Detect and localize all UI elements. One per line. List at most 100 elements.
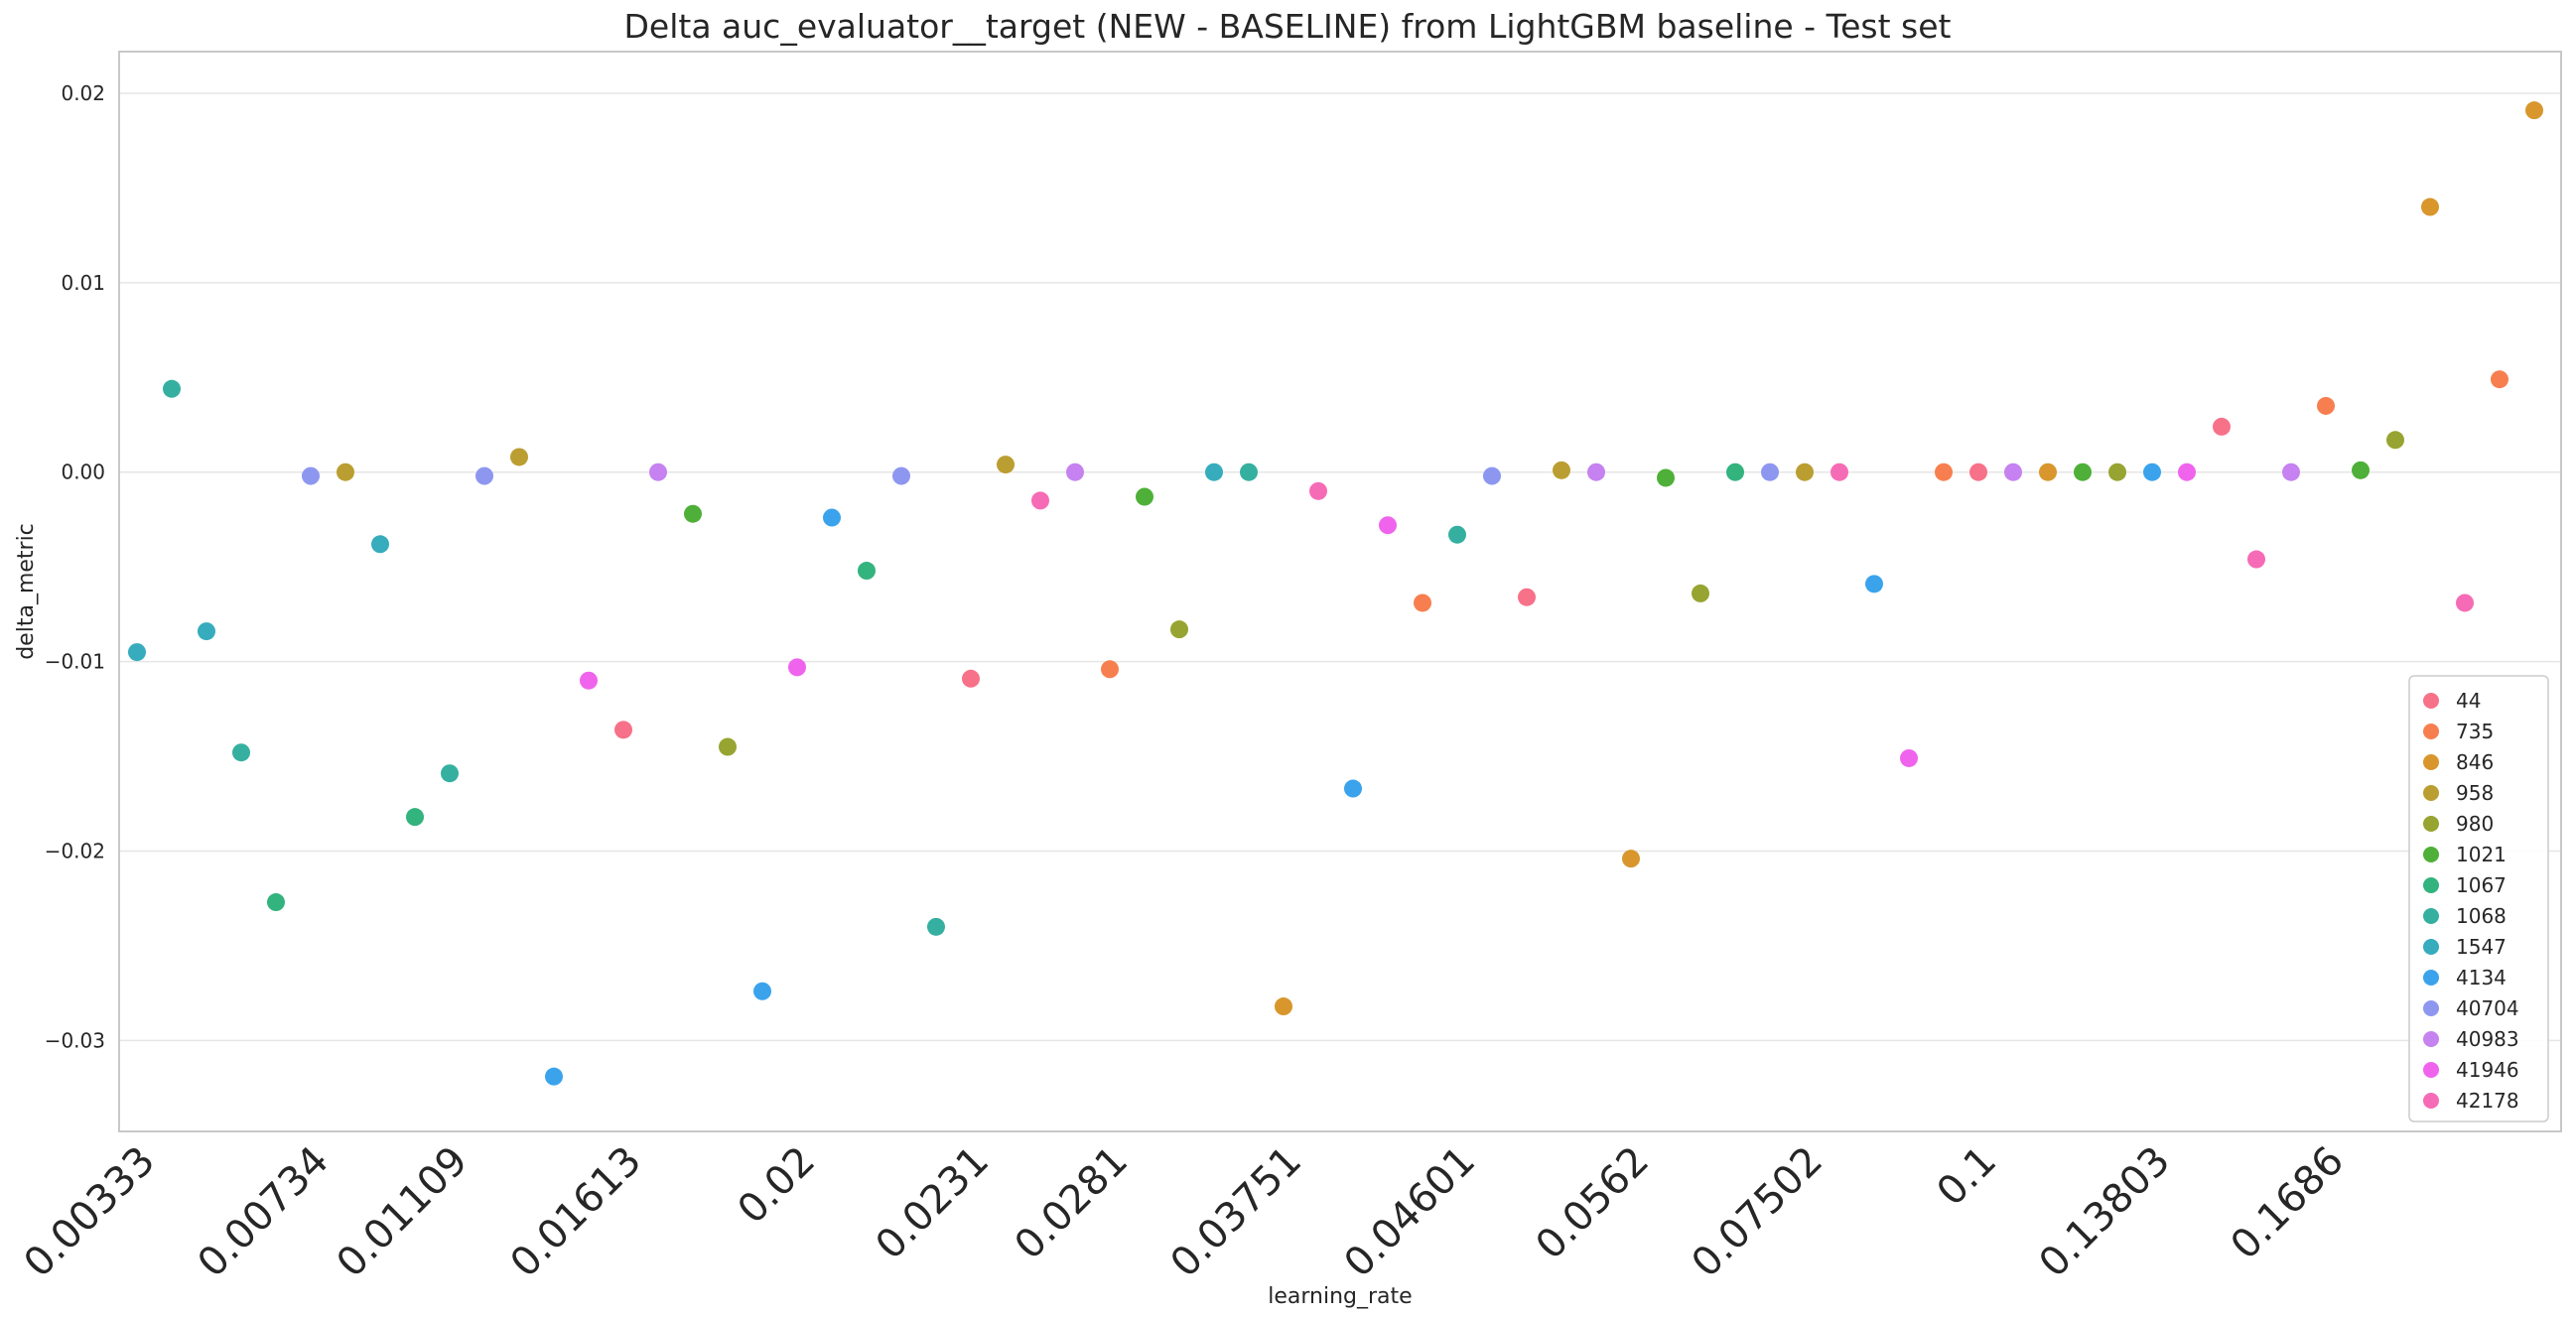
data-point — [128, 643, 146, 662]
data-point — [2421, 198, 2439, 216]
data-point — [2074, 462, 2092, 481]
data-point — [2491, 370, 2508, 389]
data-point — [614, 721, 632, 739]
legend-label: 958 — [2456, 781, 2494, 805]
legend-box — [2408, 675, 2549, 1122]
legend-marker — [2423, 939, 2439, 955]
plot-frame — [118, 51, 2562, 1132]
data-point — [2213, 417, 2231, 436]
y-tick-label: 0.01 — [61, 271, 105, 295]
data-point — [2282, 462, 2300, 481]
legend-marker — [2423, 816, 2439, 832]
data-points — [128, 101, 2543, 1086]
data-point — [1935, 462, 1953, 481]
data-point — [2108, 462, 2126, 481]
data-point — [2247, 550, 2265, 569]
y-tick-label: −0.01 — [45, 650, 105, 674]
data-point — [2178, 462, 2196, 481]
data-point — [1622, 850, 1640, 868]
legend-label: 40704 — [2456, 996, 2519, 1020]
data-point — [1379, 516, 1397, 535]
data-point — [2317, 396, 2335, 415]
data-point — [475, 466, 493, 485]
data-point — [1969, 462, 1987, 481]
data-point — [2039, 462, 2057, 481]
legend-marker — [2423, 1000, 2439, 1016]
data-point — [1692, 584, 1709, 602]
data-point — [441, 764, 459, 783]
gridlines — [119, 92, 2561, 1042]
data-point — [1448, 525, 1466, 544]
legend-label: 42178 — [2456, 1089, 2519, 1113]
data-point — [545, 1067, 563, 1086]
data-point — [788, 658, 806, 677]
legend-marker — [2423, 693, 2439, 709]
data-point — [2456, 594, 2474, 612]
data-point — [232, 743, 250, 762]
data-point — [1726, 462, 1744, 481]
y-ticks: 0.02 0.01 0.00 −0.01 −0.02 −0.03 — [45, 81, 105, 1052]
legend-marker — [2423, 724, 2439, 739]
legend-marker — [2423, 1031, 2439, 1047]
x-axis-label: learning_rate — [1268, 1284, 1412, 1309]
data-point — [1900, 748, 1918, 767]
data-point — [649, 462, 667, 481]
data-point — [962, 669, 980, 688]
data-point — [1344, 779, 1362, 798]
legend-marker — [2423, 785, 2439, 801]
legend-label: 40983 — [2456, 1027, 2519, 1051]
data-point — [1587, 462, 1605, 481]
legend-label: 1547 — [2456, 935, 2507, 959]
data-point — [2352, 461, 2370, 479]
data-point — [684, 504, 702, 523]
data-point — [1553, 461, 1570, 479]
legend: 44 735 846 958 980 1021 1067 1068 1547 4134 40704 4… — [2408, 675, 2549, 1122]
legend-marker — [2423, 908, 2439, 924]
y-tick-label: −0.02 — [45, 840, 105, 863]
data-point — [371, 535, 389, 554]
y-tick-label: 0.00 — [61, 461, 105, 484]
data-point — [1414, 594, 1431, 612]
legend-marker — [2423, 1062, 2439, 1078]
legend-label: 41946 — [2456, 1058, 2519, 1082]
legend-label: 1021 — [2456, 843, 2507, 866]
y-tick-label: 0.02 — [61, 81, 105, 105]
data-point — [1275, 997, 1292, 1016]
data-point — [267, 893, 285, 912]
data-point — [823, 508, 841, 527]
legend-marker — [2423, 877, 2439, 893]
data-point — [406, 808, 424, 827]
data-point — [163, 379, 181, 398]
legend-marker — [2423, 754, 2439, 770]
legend-marker — [2423, 1093, 2439, 1109]
data-point — [580, 671, 598, 690]
data-point — [2004, 462, 2022, 481]
legend-label: 846 — [2456, 750, 2494, 774]
data-point — [1170, 620, 1188, 639]
legend-label: 1068 — [2456, 904, 2507, 928]
legend-label: 4134 — [2456, 966, 2507, 989]
data-point — [1657, 468, 1675, 487]
data-point — [927, 917, 945, 936]
data-point — [892, 466, 910, 485]
data-point — [337, 462, 354, 481]
chart-title: Delta auc_evaluator__target (NEW - BASEL… — [624, 7, 1952, 46]
y-tick-label: −0.03 — [45, 1028, 105, 1052]
legend-label: 735 — [2456, 720, 2494, 743]
data-point — [2525, 101, 2543, 120]
data-point — [1136, 487, 1153, 506]
data-point — [2143, 462, 2161, 481]
data-point — [1796, 462, 1814, 481]
data-point — [302, 466, 320, 485]
data-point — [1761, 462, 1779, 481]
data-point — [753, 982, 771, 1000]
data-point — [1483, 466, 1501, 485]
y-axis-label: delta_metric — [14, 523, 39, 660]
data-point — [510, 448, 528, 466]
data-point — [1830, 462, 1848, 481]
data-point — [1101, 660, 1119, 679]
data-point — [858, 562, 876, 581]
data-point — [1865, 575, 1883, 594]
legend-label: 1067 — [2456, 873, 2507, 897]
